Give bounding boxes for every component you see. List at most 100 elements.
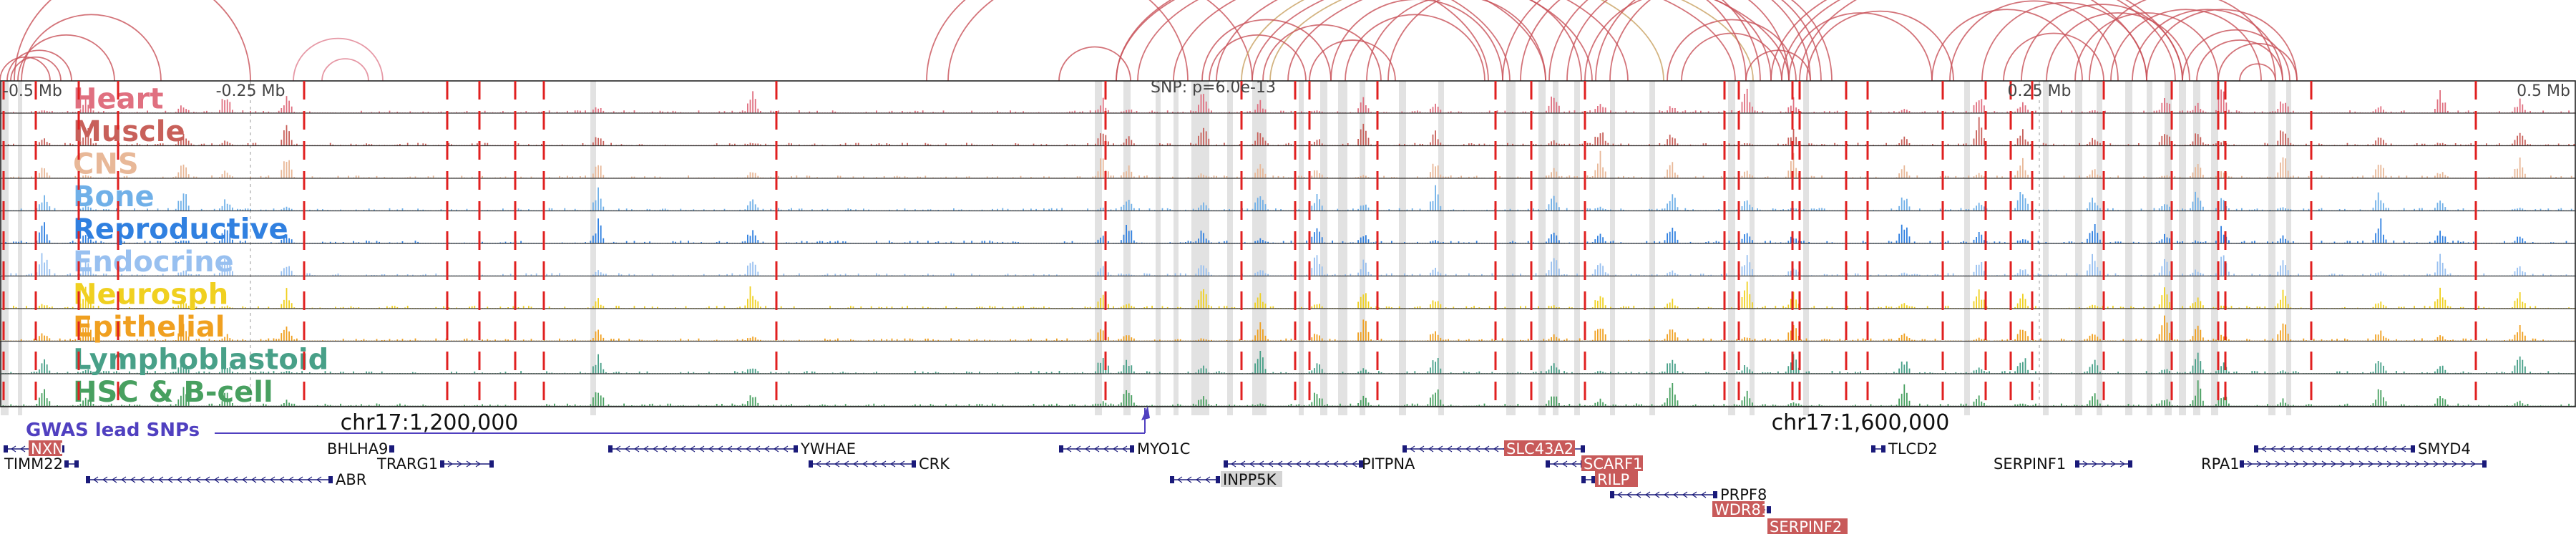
strand-arrow — [1259, 460, 1264, 468]
arc-link — [1252, 0, 1736, 82]
gene-label: NXN — [31, 440, 64, 458]
strand-arrow — [1324, 460, 1330, 468]
strand-arrow — [2340, 460, 2346, 468]
arc-link — [2182, 29, 2290, 82]
strand-arrow — [634, 445, 640, 453]
strand-arrow — [233, 476, 238, 483]
arc-link — [1345, 14, 1485, 82]
gene-exon — [2240, 460, 2244, 468]
gene-ywhae: YWHAE — [608, 440, 856, 458]
track-epithelial: Epithelial — [0, 311, 2576, 344]
track-label: Neurosph — [73, 279, 228, 311]
gene-label: PRPF8 — [1720, 486, 1767, 503]
strand-arrow — [1410, 445, 1415, 453]
strand-arrow — [1277, 460, 1283, 468]
strand-arrow — [270, 476, 275, 483]
strand-arrow — [1113, 445, 1118, 453]
strand-arrow — [1249, 460, 1255, 468]
track-hsc-b-cell: HSC & B-cell — [0, 376, 2576, 409]
arc-link — [1681, 32, 1782, 82]
strand-arrow — [2461, 460, 2467, 468]
arc-link — [2196, 39, 2283, 82]
strand-arrow — [1231, 460, 1236, 468]
strand-arrow — [2321, 460, 2327, 468]
gene-label-highlight — [1504, 440, 1575, 456]
strand-arrow — [653, 445, 658, 453]
arc-link — [1520, 0, 1747, 82]
strand-arrow — [1305, 460, 1311, 468]
strand-arrow — [853, 460, 859, 468]
strand-arrow — [1465, 445, 1471, 453]
arc-link — [1788, 12, 1933, 82]
highlight-region — [2193, 81, 2200, 415]
track-signal — [0, 117, 2576, 145]
strand-arrow — [890, 460, 896, 468]
gene-exon — [1871, 445, 1875, 453]
strand-arrow — [1701, 491, 1707, 498]
track-reproductive: Reproductive — [0, 213, 2576, 246]
arc-link — [1173, 0, 1593, 82]
strand-arrow — [1066, 445, 1072, 453]
arc-link — [1667, 19, 1797, 82]
highlight-region — [2097, 81, 2102, 415]
strand-arrow — [2470, 460, 2476, 468]
highlight-region — [2147, 81, 2152, 415]
strand-arrow — [1484, 445, 1490, 453]
gene-exon — [2075, 460, 2079, 468]
gene-label: MYO1C — [1137, 440, 1190, 458]
gene-exon — [1591, 476, 1596, 483]
strand-arrow — [2303, 460, 2308, 468]
gene-label: TRARG1 — [376, 455, 438, 473]
strand-arrow — [1636, 491, 1641, 498]
gene-exon — [1359, 460, 1363, 468]
gene-label: SERPINF1 — [1994, 455, 2066, 473]
strand-arrow — [825, 460, 831, 468]
strand-arrow — [2326, 445, 2332, 453]
strand-arrow — [121, 476, 127, 483]
gene-label: INPP5K — [1223, 471, 1277, 488]
gene-crk: CRK — [809, 455, 950, 473]
arc-link — [1262, 24, 1382, 82]
gene-timm22: TIMM22 — [4, 455, 79, 473]
strand-arrow — [680, 445, 686, 453]
gene-label: TIMM22 — [4, 455, 63, 473]
strand-arrow — [2256, 460, 2262, 468]
gene-serpinf1: SERPINF1 — [1994, 455, 2132, 473]
strand-arrow — [102, 476, 108, 483]
gwas-lead-marker — [1141, 406, 1150, 420]
arc-link — [1366, 0, 1546, 82]
strand-arrow — [872, 460, 877, 468]
gene-exon — [64, 460, 69, 468]
gene-label: PITPNA — [1362, 455, 1415, 473]
gene-scarf1: SCARF1 — [1546, 455, 1643, 473]
snp-pvalue-label: SNP: p=6.0e-13 — [1151, 79, 1276, 97]
strand-arrow — [2345, 445, 2351, 453]
arc-link — [926, 0, 1189, 82]
strand-arrow — [1122, 445, 1128, 453]
highlight-region — [2075, 81, 2082, 415]
gene-exon — [489, 460, 494, 468]
strand-arrow — [1333, 460, 1339, 468]
strand-arrow — [2284, 460, 2290, 468]
track-signal — [0, 380, 2576, 406]
strand-arrow — [307, 476, 313, 483]
highlight-region — [1156, 81, 1161, 415]
highlight-region — [2125, 81, 2132, 415]
highlight-region — [1649, 81, 1655, 415]
gene-label-highlight — [1595, 471, 1638, 487]
arc-link — [1116, 0, 1511, 82]
strand-arrow — [298, 476, 303, 483]
strand-arrow — [177, 476, 182, 483]
strand-arrow — [1645, 491, 1651, 498]
gene-slc43a2: SLC43A2 — [1402, 440, 1585, 458]
highlight-region — [1574, 81, 1580, 415]
highlight-region — [1095, 81, 1102, 415]
highlight-region — [1252, 81, 1267, 415]
strand-arrow — [11, 445, 16, 453]
gene-label: SCARF1 — [1584, 455, 1642, 473]
highlight-region — [1438, 81, 1444, 415]
highlight-region — [1728, 81, 1735, 415]
strand-arrow — [2363, 445, 2369, 453]
strand-arrow — [2312, 460, 2318, 468]
strand-arrow — [2377, 460, 2383, 468]
